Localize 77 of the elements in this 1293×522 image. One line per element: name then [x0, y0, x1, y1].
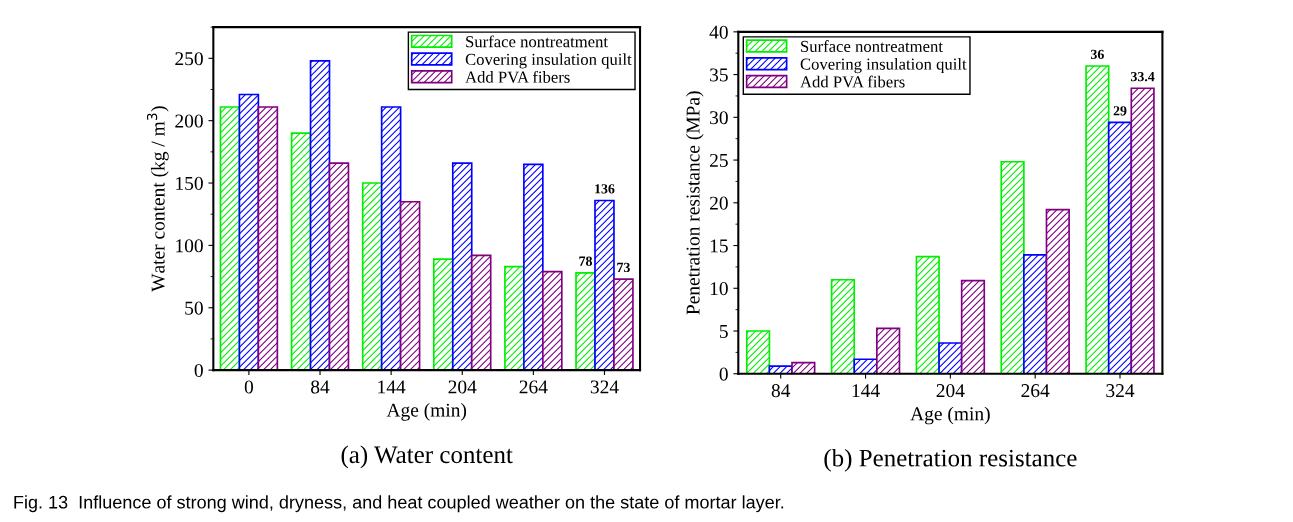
bar: [238, 93, 260, 371]
y-tick-label: 35: [710, 68, 728, 82]
bar: [309, 59, 331, 371]
y-tick-label: 15: [710, 239, 728, 253]
y-tick-label: 0: [719, 367, 728, 381]
y-axis-title: Water content (kg / m$^{3}$): [146, 106, 169, 292]
bar: [504, 265, 525, 371]
y-tick-label: 30: [710, 111, 728, 125]
x-axis-title: Age (min): [386, 403, 467, 421]
x-tick-label: 84: [311, 380, 330, 394]
bar: [328, 162, 350, 371]
x-tick-label: 144: [852, 384, 880, 397]
bar: [960, 279, 986, 374]
bar: [853, 358, 878, 374]
legend-label: Add PVA fibers: [465, 70, 570, 83]
legend-label: Surface nontreatment: [801, 40, 943, 53]
data-label: 33.4: [1130, 71, 1155, 82]
x-tick-label: 84: [771, 384, 791, 398]
bar: [938, 342, 963, 374]
y-tick-label: 25: [709, 153, 728, 167]
data-label: 136: [595, 184, 615, 194]
bar: [290, 132, 312, 371]
bar: [432, 258, 454, 371]
caption: Fig. 13 Influence of strong wind, dryness, and heat coupled weather on the state of mortar layer.: [14, 495, 784, 513]
bar: [1107, 121, 1133, 374]
bar: [1045, 208, 1070, 374]
y-tick-label: 40: [709, 25, 728, 39]
x-axis-title: Age (min): [910, 406, 990, 425]
y-tick-label: 5: [719, 325, 728, 338]
y-tick-label: 50: [185, 301, 203, 315]
text: (b) Penetration resistance: [824, 448, 1077, 472]
y-tick-label: 0: [194, 363, 203, 378]
bar: [915, 255, 940, 374]
data-label: 78: [579, 256, 592, 266]
bar: [745, 330, 771, 374]
x-tick-label: 324: [590, 380, 619, 394]
bar: [523, 163, 544, 371]
bar: [791, 361, 816, 374]
bar: [575, 271, 596, 371]
y-tick-label: 100: [176, 239, 203, 253]
x-tick-label: 264: [519, 380, 548, 394]
y-tick-label: 250: [175, 52, 203, 66]
x-tick-label: 144: [378, 380, 406, 394]
bar: [470, 254, 492, 371]
bar: [613, 278, 634, 371]
bar: [1085, 65, 1110, 374]
data-label: 73: [617, 262, 630, 273]
y-tick-label: 10: [710, 282, 728, 296]
data-label: 36: [1090, 49, 1104, 60]
y-tick-label: 20: [709, 196, 728, 210]
legend-label: Covering insulation quilt: [465, 53, 632, 69]
bar: [361, 182, 383, 371]
bar: [1023, 254, 1048, 374]
legend-label: Add PVA fibers: [800, 75, 905, 88]
bar: [1000, 160, 1025, 374]
x-tick-label: 324: [1106, 384, 1135, 398]
x-tick-label: 204: [448, 380, 477, 394]
bar: [542, 270, 563, 371]
text: (a) Water content: [341, 445, 513, 469]
bar: [380, 106, 402, 371]
y-axis-title: Penetration resistance (MPa): [685, 91, 704, 315]
y-tick-label: 150: [176, 176, 203, 190]
bar: [257, 106, 279, 371]
bar: [876, 327, 901, 374]
bar: [399, 200, 421, 371]
bar: [219, 106, 241, 371]
data-label: 29: [1113, 106, 1127, 116]
bar: [830, 278, 856, 374]
legend-label: Covering insulation quilt: [800, 57, 967, 74]
bar: [594, 199, 615, 371]
bar: [451, 162, 473, 371]
x-tick-label: 264: [1021, 384, 1050, 398]
legend-label: Surface nontreatment: [466, 35, 608, 48]
bar: [1130, 87, 1155, 374]
x-tick-label: 0: [244, 380, 254, 394]
y-tick-label: 200: [175, 114, 203, 128]
x-tick-label: 204: [936, 384, 965, 398]
